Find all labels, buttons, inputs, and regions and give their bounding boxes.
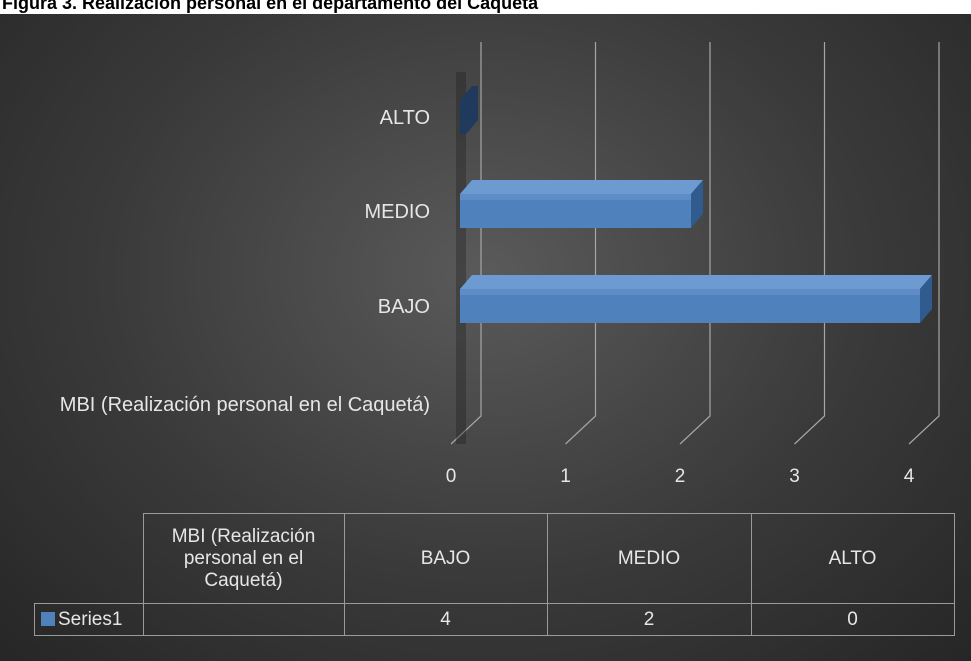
series-name: Series1 xyxy=(58,608,123,630)
x-tick-label: 1 xyxy=(560,466,571,487)
x-tick-label: 4 xyxy=(904,466,915,487)
series-legend-cell: Series1 xyxy=(34,603,144,636)
data-table-value-cell: 2 xyxy=(546,603,752,636)
figure-caption: Figura 3. Realización personal en el dep… xyxy=(2,0,539,13)
gridline xyxy=(679,42,711,445)
bar-zero xyxy=(460,86,478,134)
data-table-header-cell: MBI (Realización personal en el Caquetá) xyxy=(142,513,345,604)
data-table-header-cell: BAJO xyxy=(343,513,548,604)
data-table-row: Series1 4 2 0 xyxy=(34,603,955,636)
category-label: MBI (Realización personal en el Caquetá) xyxy=(60,394,430,416)
gridline xyxy=(794,42,826,445)
bar-highlight xyxy=(460,194,691,200)
data-table-header-cell: ALTO xyxy=(750,513,955,604)
bar-chart: 0 1 2 3 4 MBI (Realización personal en el Caq… xyxy=(60,42,940,487)
data-table-value-cell: 4 xyxy=(343,603,548,636)
bar-highlight xyxy=(460,289,920,295)
data-table-value-cell xyxy=(142,603,345,636)
gridline xyxy=(908,42,940,445)
legend-swatch xyxy=(41,612,55,627)
bar-side-face xyxy=(691,180,703,228)
category-label: BAJO xyxy=(378,296,430,318)
data-table-header-cell: MEDIO xyxy=(546,513,752,604)
chart-area: 0 1 2 3 4 MBI (Realización personal en el Caq… xyxy=(0,14,971,661)
category-label: ALTO xyxy=(380,107,430,129)
data-table-header-row: MBI (Realización personal en el Caquetá)… xyxy=(34,513,955,604)
gridline xyxy=(450,42,482,445)
bar-top-face xyxy=(460,180,703,194)
data-table-value-cell: 0 xyxy=(750,603,955,636)
category-label: MEDIO xyxy=(364,201,430,223)
gridline xyxy=(565,42,597,445)
x-tick-label: 3 xyxy=(789,466,800,487)
x-tick-label: 0 xyxy=(446,466,457,487)
x-tick-label: 2 xyxy=(675,466,686,487)
data-table: MBI (Realización personal en el Caquetá)… xyxy=(34,513,955,636)
bar-side-face xyxy=(920,275,932,323)
back-wall-shade xyxy=(456,72,466,444)
data-table-corner xyxy=(34,513,144,604)
bar-top-face xyxy=(460,275,932,289)
